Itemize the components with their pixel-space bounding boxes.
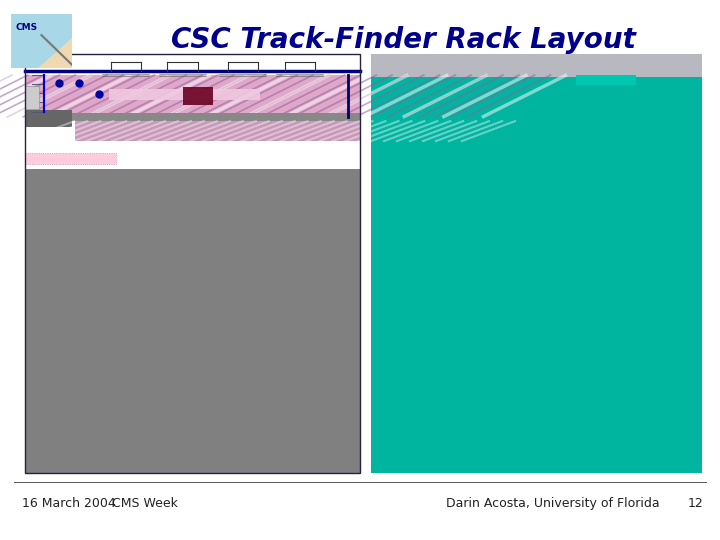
Bar: [25, 75, 360, 117]
Bar: [25, 54, 360, 472]
Bar: [183, 86, 212, 105]
Bar: [371, 54, 702, 77]
Bar: [76, 121, 360, 141]
Bar: [371, 77, 702, 472]
Bar: [25, 110, 72, 126]
Text: CMS: CMS: [16, 23, 38, 32]
Bar: [25, 113, 360, 121]
Bar: [25, 86, 39, 109]
Bar: [109, 89, 260, 100]
Text: 12: 12: [688, 497, 703, 510]
Text: Darin Acosta, University of Florida: Darin Acosta, University of Florida: [446, 497, 660, 510]
Bar: [25, 153, 116, 165]
Bar: [25, 54, 360, 169]
Text: CSC Track-Finder Rack Layout: CSC Track-Finder Rack Layout: [171, 26, 636, 55]
Text: CMS Week: CMS Week: [112, 497, 177, 510]
Bar: [576, 75, 636, 85]
Bar: [25, 169, 360, 472]
Polygon shape: [38, 38, 72, 68]
Text: 16 March 2004: 16 March 2004: [22, 497, 115, 510]
